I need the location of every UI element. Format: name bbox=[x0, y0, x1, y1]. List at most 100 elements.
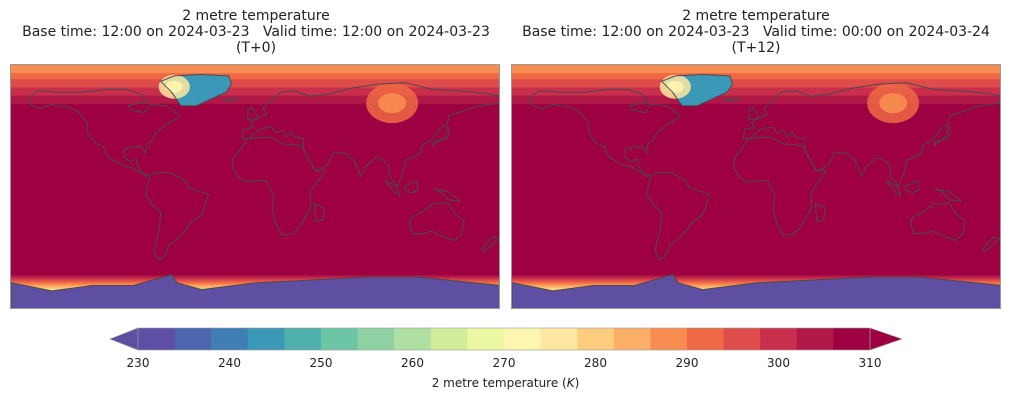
temperature-band bbox=[11, 203, 499, 207]
temperature-band bbox=[11, 242, 499, 246]
temperature-band bbox=[512, 105, 1000, 109]
temperature-band bbox=[512, 91, 1000, 95]
temperature-band bbox=[11, 277, 499, 280]
temperature-band bbox=[11, 199, 499, 203]
temperature-band bbox=[11, 75, 499, 78]
temperature-anomaly-core bbox=[770, 157, 799, 178]
temperature-band bbox=[11, 207, 499, 211]
temperature-band bbox=[11, 263, 499, 266]
temperature-band bbox=[11, 93, 499, 97]
temperature-band bbox=[11, 99, 499, 103]
colorbar-label-close: ) bbox=[574, 376, 580, 390]
coastline bbox=[933, 125, 951, 146]
coastline bbox=[403, 180, 419, 194]
temperature-anomaly-core bbox=[910, 211, 936, 230]
temperature-band bbox=[11, 138, 499, 142]
temperature-band bbox=[11, 254, 499, 258]
temperature-band bbox=[11, 193, 499, 197]
temperature-band bbox=[512, 130, 1000, 133]
temperature-band bbox=[512, 263, 1000, 266]
colorbar-tick-label: 280 bbox=[584, 356, 607, 370]
coastline bbox=[815, 203, 826, 222]
temperature-band bbox=[11, 154, 499, 158]
coastline bbox=[982, 236, 1000, 252]
colorbar-swatch bbox=[540, 328, 578, 350]
temperature-anomaly-core bbox=[378, 93, 407, 114]
colorbar-label: 2 metre temperature (K) bbox=[0, 376, 1011, 390]
temperature-band bbox=[512, 75, 1000, 78]
temperature-band bbox=[512, 126, 1000, 129]
coastline bbox=[28, 89, 181, 178]
temperature-band bbox=[11, 205, 499, 209]
temperature-band bbox=[512, 256, 1000, 260]
temperature-band bbox=[11, 201, 499, 205]
temperature-band bbox=[11, 118, 499, 121]
temperature-band bbox=[11, 150, 499, 154]
temperature-band bbox=[512, 246, 1000, 250]
colorbar-swatch bbox=[504, 328, 541, 350]
temperature-band bbox=[11, 195, 499, 199]
temperature-band bbox=[512, 307, 1000, 308]
temperature-band bbox=[11, 307, 499, 308]
coastline bbox=[646, 172, 710, 261]
temperature-band bbox=[512, 220, 1000, 223]
temperature-band bbox=[11, 216, 499, 219]
temperature-band bbox=[11, 246, 499, 250]
temperature-band bbox=[11, 279, 499, 283]
colorbar: 230 240 250 260 270 280 290 300 310 bbox=[109, 327, 903, 370]
colorbar-swatch bbox=[613, 328, 651, 350]
temperature-band bbox=[512, 273, 1000, 276]
temperature-band bbox=[512, 269, 1000, 272]
temperature-band bbox=[512, 209, 1000, 213]
temperature-band bbox=[512, 120, 1000, 123]
temperature-band bbox=[512, 134, 1000, 138]
temperature-band bbox=[512, 73, 1000, 76]
temperature-band bbox=[512, 185, 1000, 189]
temperature-band bbox=[512, 67, 1000, 70]
colorbar-extend-low bbox=[109, 327, 139, 351]
colorbar-swatch bbox=[796, 328, 834, 350]
temperature-band bbox=[512, 232, 1000, 236]
temperature-band bbox=[11, 95, 499, 99]
temperature-band bbox=[11, 244, 499, 248]
temperature-band bbox=[11, 214, 499, 217]
temperature-band bbox=[512, 201, 1000, 205]
temperature-band bbox=[512, 267, 1000, 270]
coastline bbox=[222, 97, 238, 103]
coastline bbox=[11, 274, 499, 308]
temperature-band bbox=[512, 128, 1000, 131]
temperature-band bbox=[512, 79, 1000, 82]
temperature-anomaly-core bbox=[280, 169, 300, 184]
colorbar-outline bbox=[137, 327, 871, 351]
coastline bbox=[409, 202, 465, 242]
temperature-band bbox=[11, 85, 499, 89]
colorbar-swatch bbox=[284, 328, 322, 350]
colorbar-swatch bbox=[467, 328, 505, 350]
temperature-band bbox=[512, 163, 1000, 166]
temperature-band bbox=[11, 171, 499, 174]
temperature-band bbox=[512, 242, 1000, 246]
colorbar-swatch bbox=[577, 328, 615, 350]
temperature-map-t12 bbox=[511, 64, 1001, 309]
temperature-anomaly-core bbox=[106, 128, 121, 139]
coastline bbox=[723, 97, 739, 103]
temperature-band bbox=[512, 169, 1000, 172]
temperature-band bbox=[11, 275, 499, 278]
temperature-band bbox=[11, 269, 499, 272]
temperature-band bbox=[512, 230, 1000, 234]
temperature-band bbox=[11, 191, 499, 195]
temperature-band bbox=[11, 134, 499, 138]
temperature-band bbox=[11, 116, 499, 119]
temperature-band bbox=[11, 183, 499, 187]
temperature-band bbox=[11, 267, 499, 270]
temperature-band bbox=[11, 71, 499, 74]
temperature-band bbox=[512, 238, 1000, 242]
temperature-band bbox=[11, 224, 499, 227]
temperature-band bbox=[11, 109, 499, 113]
temperature-band bbox=[11, 169, 499, 172]
temperature-band bbox=[512, 258, 1000, 262]
temperature-band bbox=[512, 199, 1000, 203]
temperature-band bbox=[512, 150, 1000, 154]
temperature-band bbox=[512, 171, 1000, 174]
temperature-band bbox=[512, 226, 1000, 229]
